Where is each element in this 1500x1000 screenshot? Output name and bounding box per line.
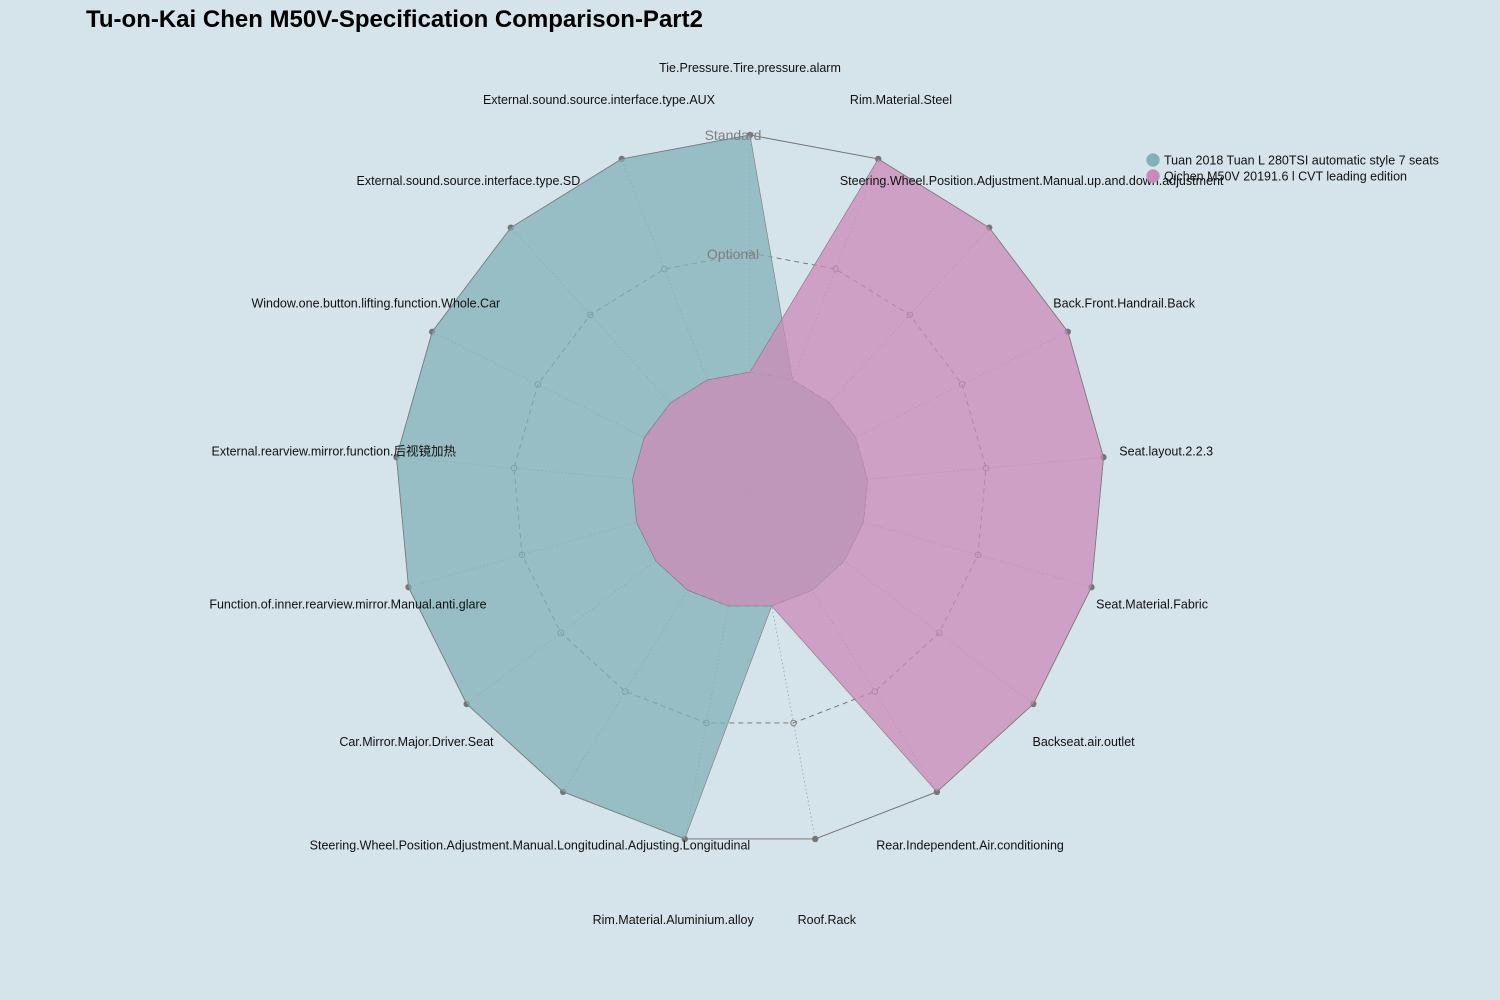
radar-vertex-dot [812,835,819,843]
axis-label: Steering.Wheel.Position.Adjustment.Manua… [310,838,751,852]
axis-label: Function.of.inner.rearview.mirror.Manual… [209,597,486,611]
axis-label: Rim.Material.Steel [850,93,952,107]
axis-label: Tie.Pressure.Tire.pressure.alarm [659,61,841,75]
chart-title: Tu-on-Kai Chen M50V-Specification Compar… [86,6,703,33]
axis-label: External.sound.source.interface.type.AUX [483,93,716,107]
series-area-2 [632,158,1104,793]
radar-spoke [749,489,816,840]
axis-label: Rim.Material.Aluminium.alloy [593,913,755,927]
axis-label: Seat.layout.2.2.3 [1119,444,1213,458]
radar-mid-dot [790,719,797,727]
legend-label-2: Qichen M50V 20191.6 l CVT leading editio… [1164,170,1407,184]
radar-axis-labels: Standard Optional Tie.Pressure.Tire.pressu… [209,61,1224,927]
axis-label: Rear.Independent.Air.conditioning [876,838,1064,852]
axis-label: Car.Mirror.Major.Driver.Seat [339,735,494,749]
axis-label: Steering.Wheel.Position.Adjustment.Manua… [840,174,1224,188]
axis-label: Roof.Rack [798,913,857,927]
axis-label: Window.one.button.lifting.function.Whole… [251,297,500,311]
axis-label: Seat.Material.Fabric [1096,597,1208,611]
legend-label-1: Tuan 2018 Tuan L 280TSI automatic style … [1164,154,1439,168]
legend-swatch-2 [1146,169,1160,183]
level-label-1: Standard [705,127,762,143]
axis-label: Back.Front.Handrail.Back [1053,297,1195,311]
level-label-2: Optional [707,246,759,262]
axis-label: Backseat.air.outlet [1032,735,1135,749]
chart-legend: Tuan 2018 Tuan L 280TSI automatic style … [1146,153,1439,184]
axis-label: External.sound.source.interface.type.SD [357,174,581,188]
radar-series [396,134,1104,840]
axis-label: External.rearview.mirror.function.后视镜加热 [212,443,457,458]
legend-swatch-1 [1146,153,1160,167]
